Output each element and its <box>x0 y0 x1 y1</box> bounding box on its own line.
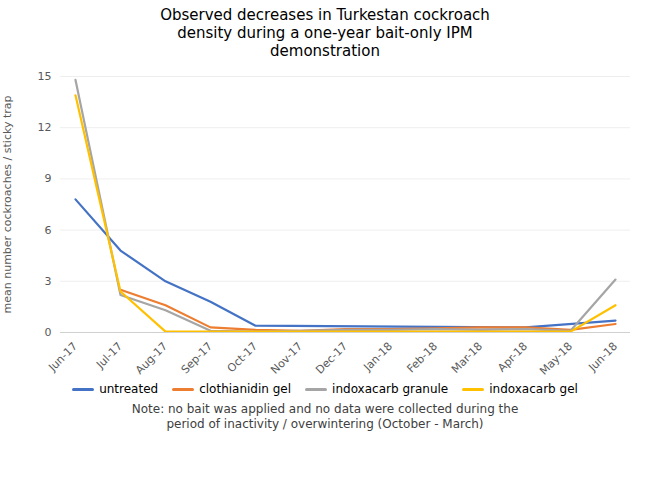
svg-text:Apr-18: Apr-18 <box>495 340 530 375</box>
svg-text:Sep-17: Sep-17 <box>179 340 216 377</box>
svg-text:6: 6 <box>45 224 52 237</box>
svg-text:Jun-18: Jun-18 <box>585 340 620 375</box>
svg-text:12: 12 <box>38 121 52 134</box>
svg-text:Jan-18: Jan-18 <box>361 340 396 375</box>
svg-text:Feb-18: Feb-18 <box>404 340 440 376</box>
svg-text:15: 15 <box>38 70 52 83</box>
svg-text:Dec-17: Dec-17 <box>313 340 350 377</box>
svg-text:9: 9 <box>45 172 52 185</box>
html-text:indoxacarb granule: indoxacarb granule <box>332 382 449 396</box>
svg-text:Oct-17: Oct-17 <box>225 340 260 375</box>
svg-text:Jul-17: Jul-17 <box>93 340 125 372</box>
svg-text:mean number cockroaches / stic: mean number cockroaches / sticky trap <box>1 95 14 313</box>
svg-text:0: 0 <box>45 326 52 339</box>
svg-text:Jun-17: Jun-17 <box>45 340 80 375</box>
html-text:clothianidin gel: clothianidin gel <box>199 382 292 396</box>
svg-text:3: 3 <box>45 275 52 288</box>
svg-text:Nov-17: Nov-17 <box>268 340 305 377</box>
html-text:untreated: untreated <box>99 382 159 396</box>
html-text:Observed decreases in Turkesta: Observed decreases in Turkestan cockroac… <box>160 6 490 60</box>
html-text:indoxacarb gel: indoxacarb gel <box>489 382 578 396</box>
svg-text:May-18: May-18 <box>537 340 575 378</box>
html-text:Note: no bait was applied and: Note: no bait was applied and no data we… <box>131 402 519 431</box>
svg-text:Aug-17: Aug-17 <box>133 340 170 377</box>
svg-text:Mar-18: Mar-18 <box>449 340 485 376</box>
